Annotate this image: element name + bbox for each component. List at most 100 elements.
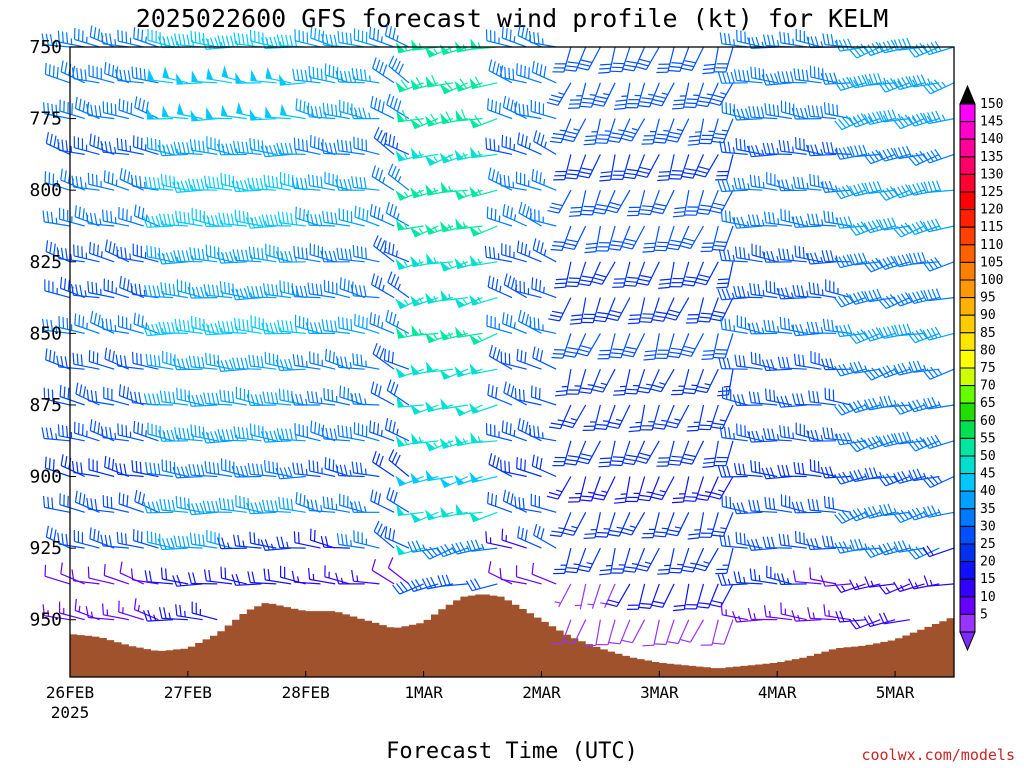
wind-barb <box>218 497 247 513</box>
wind-barb <box>265 67 292 84</box>
wind-barb <box>683 368 705 395</box>
wind-barb <box>808 390 837 406</box>
wind-barb <box>203 283 233 299</box>
wind-barb <box>576 46 601 71</box>
colorbar-swatch <box>959 261 976 281</box>
wind-barb <box>533 523 557 549</box>
wind-barb <box>700 619 719 646</box>
wind-barb <box>486 314 513 334</box>
wind-barb <box>425 184 454 196</box>
wind-barb <box>596 619 616 646</box>
wind-barb <box>44 279 71 299</box>
wind-barb <box>708 476 734 500</box>
wind-barb <box>373 235 395 263</box>
wind-barb <box>549 118 572 144</box>
wind-barb <box>232 249 262 263</box>
wind-barb <box>144 570 174 585</box>
colorbar-label: 95 <box>980 291 996 306</box>
wind-barb <box>531 562 557 585</box>
wind-barb <box>173 141 203 155</box>
wind-barb <box>529 316 557 334</box>
wind-barb <box>553 154 572 181</box>
wind-barb <box>264 106 292 120</box>
wind-barb <box>220 104 247 120</box>
wind-barb <box>908 74 940 88</box>
wind-barb <box>922 218 955 233</box>
wind-barb <box>275 358 306 372</box>
wind-barb <box>261 214 292 227</box>
wind-barb <box>276 428 306 442</box>
wind-barb <box>371 559 395 585</box>
wind-barb <box>531 277 557 299</box>
wind-barb <box>175 604 203 621</box>
wind-barb <box>410 472 439 484</box>
wind-barb <box>584 619 601 647</box>
wind-barb <box>700 225 719 253</box>
wind-barb <box>732 394 763 406</box>
wind-barb <box>100 32 129 48</box>
wind-barb <box>834 363 866 377</box>
wind-barb <box>469 403 498 414</box>
wind-barb <box>321 427 350 442</box>
wind-barb <box>863 506 896 519</box>
wind-barb <box>516 348 542 370</box>
wind-barb <box>501 26 527 48</box>
wind-barb <box>351 67 380 84</box>
colorbar-swatch <box>959 455 976 475</box>
wind-barb <box>732 502 763 515</box>
wind-barb <box>406 579 439 593</box>
wind-barb <box>636 261 660 286</box>
colorbar-label: 5 <box>980 607 988 622</box>
terrain-fill <box>70 594 954 677</box>
wind-barb <box>217 429 247 442</box>
wind-barb <box>354 313 380 334</box>
wind-barb <box>157 537 188 551</box>
wind-barb <box>440 181 468 193</box>
wind-barb <box>455 218 483 230</box>
wind-barb <box>384 132 410 155</box>
wind-barb <box>455 109 483 122</box>
wind-barb <box>747 214 778 227</box>
wind-barb <box>824 387 852 406</box>
wind-barb <box>640 404 660 431</box>
wind-barb <box>709 189 734 214</box>
y-tick-label: 950 <box>29 610 62 631</box>
wind-barb <box>596 225 616 252</box>
wind-barb <box>218 212 247 227</box>
wind-barb <box>231 465 262 478</box>
wind-barb <box>567 369 587 395</box>
colorbar-swatch <box>959 385 976 404</box>
wind-barb <box>761 359 792 372</box>
wind-barb <box>878 294 911 310</box>
y-axis-ticks: 750 775 800 825 850 875 900 925 950 <box>29 37 76 631</box>
colorbar-swatch <box>959 613 976 633</box>
wind-barb <box>748 391 778 406</box>
wind-barb <box>425 509 454 521</box>
wind-barb <box>532 346 557 370</box>
wind-barb <box>236 102 262 120</box>
wind-barb <box>440 506 468 518</box>
wind-barb <box>439 475 469 489</box>
wind-barb <box>424 332 454 344</box>
wind-barb <box>373 520 395 549</box>
wind-barb <box>806 429 837 442</box>
wind-barb <box>470 432 498 444</box>
wind-barb <box>395 79 424 93</box>
wind-barb <box>387 163 410 191</box>
wind-barb <box>277 211 306 227</box>
wind-barb <box>372 342 395 370</box>
colorbar-swatch <box>959 367 976 387</box>
wind-barb <box>162 66 189 84</box>
wind-barb <box>734 246 763 263</box>
wind-barb <box>569 297 587 325</box>
wind-barb <box>516 457 542 478</box>
wind-barb <box>161 105 188 120</box>
wind-barb <box>823 102 852 120</box>
wind-barb <box>260 539 292 551</box>
plot-frame <box>69 46 955 678</box>
wind-barb <box>747 322 778 335</box>
wind-barb <box>372 451 395 477</box>
colorbar-swatch <box>959 156 976 175</box>
wind-barb <box>261 322 292 335</box>
wind-barb <box>651 583 675 608</box>
